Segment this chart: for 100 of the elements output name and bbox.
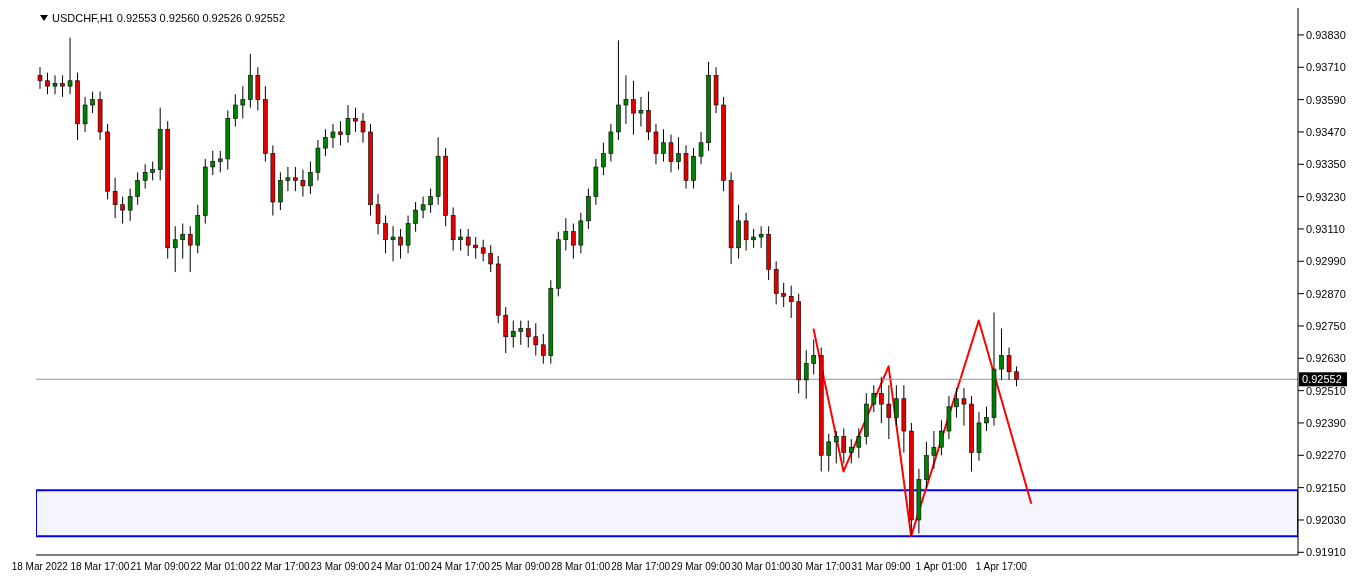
candlestick	[676, 136, 681, 171]
candlestick	[150, 161, 155, 181]
candlestick	[931, 430, 937, 470]
candlestick	[803, 349, 809, 400]
candlestick	[811, 338, 817, 375]
candlestick	[848, 438, 854, 464]
candlestick	[330, 123, 336, 149]
y-tick-label: 0.92030	[1306, 513, 1346, 526]
x-tick-label: 31 Mar 09:00	[851, 561, 911, 573]
candlestick	[90, 91, 95, 114]
candlestick	[172, 225, 178, 273]
x-tick-label: 22 Mar 01:00	[190, 561, 250, 573]
candlestick	[1014, 365, 1019, 387]
candlestick	[413, 201, 418, 233]
candlestick	[142, 163, 148, 190]
candlestick	[37, 66, 43, 90]
candlestick	[120, 196, 125, 225]
candlestick	[638, 96, 644, 128]
candlestick	[758, 225, 764, 249]
candlestick	[345, 104, 351, 144]
x-tick-label: 24 Mar 01:00	[370, 561, 431, 573]
y-tick-label: 0.92750	[1306, 319, 1346, 332]
y-tick-label: 0.93110	[1306, 222, 1345, 235]
x-tick-label: 21 Mar 09:00	[130, 561, 190, 573]
candlestick	[781, 282, 786, 308]
candlestick	[751, 228, 756, 249]
candlestick	[285, 166, 291, 192]
candlestick	[353, 107, 358, 133]
candlestick	[503, 306, 509, 354]
candlestick	[571, 223, 576, 260]
x-tick-label: 28 Mar 17:00	[611, 561, 671, 573]
candlestick	[510, 320, 516, 349]
x-tick-label: 22 Mar 17:00	[250, 561, 311, 573]
y-tick-label: 0.93350	[1306, 158, 1346, 171]
candlestick	[383, 214, 388, 254]
candlestick	[788, 285, 794, 319]
y-tick-label: 0.91910	[1306, 546, 1346, 559]
candlestick	[300, 169, 306, 198]
candlestick	[405, 214, 411, 254]
candlestick	[698, 131, 704, 165]
candlestick	[525, 320, 531, 349]
candlestick	[886, 384, 892, 440]
candlestick	[879, 376, 884, 424]
x-tick-label: 30 Mar 01:00	[731, 561, 791, 573]
candlestick	[82, 96, 88, 133]
y-tick-label: 0.93830	[1306, 28, 1346, 41]
candlestick	[954, 387, 959, 419]
x-tick-label: 28 Mar 01:00	[551, 561, 611, 573]
candlestick	[488, 244, 494, 273]
candlestick	[563, 217, 569, 252]
candlestick	[1006, 347, 1012, 381]
x-tick-label: 18 Mar 17:00	[70, 561, 130, 573]
candlestick	[871, 384, 877, 413]
candlestick	[308, 161, 313, 195]
candlestick	[939, 419, 944, 456]
candlestick	[826, 433, 832, 472]
candlestick	[338, 120, 343, 146]
y-tick-label: 0.92150	[1306, 481, 1346, 494]
candlestick	[646, 91, 651, 141]
candlestick	[278, 171, 283, 211]
y-tick-label: 0.93230	[1306, 190, 1346, 203]
candlestick	[293, 166, 298, 192]
candlestick	[608, 123, 614, 163]
x-tick-label: 1 Apr 17:00	[975, 561, 1028, 573]
candlestick	[856, 427, 862, 459]
candlestick	[465, 228, 471, 257]
y-tick-label: 0.92630	[1306, 352, 1346, 365]
candlestick	[60, 74, 65, 98]
candlestick	[360, 112, 366, 144]
candlestick	[112, 177, 118, 219]
candlestick	[984, 406, 989, 432]
candlestick	[743, 212, 749, 252]
x-tick-label: 24 Mar 17:00	[430, 561, 491, 573]
candlestick	[398, 228, 403, 260]
ref-line-label: 0.92552	[1302, 373, 1342, 386]
x-tick-label: 18 Mar 2022	[11, 561, 69, 573]
candlestick	[233, 93, 238, 128]
candlestick	[653, 123, 659, 165]
candlestick	[127, 188, 133, 222]
candlestick	[668, 134, 674, 173]
chart-title: USDCHF,H1 0.92553 0.92560 0.92526 0.92552	[52, 12, 286, 24]
candlestick	[67, 37, 73, 95]
candlestick	[894, 384, 899, 427]
candlestick	[631, 80, 636, 136]
candlestick	[210, 150, 216, 176]
candlestick	[240, 85, 246, 119]
candlestick	[999, 328, 1004, 381]
candlestick	[533, 322, 539, 357]
candlestick	[833, 430, 839, 464]
x-tick-label: 23 Mar 09:00	[310, 561, 371, 573]
candlestick	[217, 150, 223, 173]
candlestick	[323, 128, 328, 157]
candlestick	[541, 333, 546, 365]
candlestick	[420, 196, 426, 219]
candlestick	[841, 427, 847, 464]
candlestick	[661, 128, 666, 163]
candlestick	[961, 387, 967, 427]
line-series	[812, 319, 1033, 538]
y-tick-label: 0.92390	[1306, 416, 1346, 429]
candlestick	[52, 74, 58, 95]
